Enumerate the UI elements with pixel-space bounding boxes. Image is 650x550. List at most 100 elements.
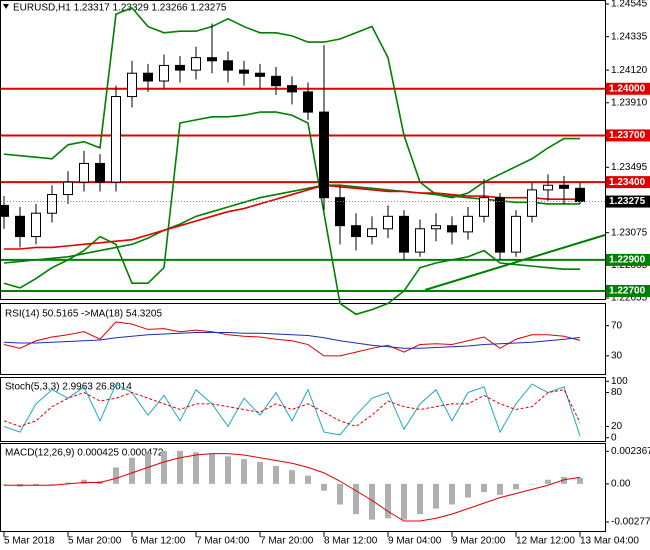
x-tick-label: 7 Mar 04:00 bbox=[196, 536, 250, 547]
histogram-bar bbox=[321, 483, 327, 491]
histogram-bar bbox=[385, 483, 391, 519]
candle-body bbox=[287, 85, 297, 93]
indicator-line bbox=[3, 331, 581, 349]
x-tick-label: 9 Mar 20:00 bbox=[452, 536, 506, 547]
histogram-bar bbox=[33, 483, 39, 486]
y-tick-label: 0.002367 bbox=[611, 446, 650, 457]
candle-body bbox=[575, 187, 585, 203]
histogram-bar bbox=[193, 452, 199, 484]
candle-body bbox=[543, 184, 553, 191]
chart-title: EURUSD,H1 1.23317 1.23329 1.23266 1.2327… bbox=[13, 3, 227, 14]
symbol-icon bbox=[3, 4, 9, 9]
indicator-line bbox=[3, 383, 581, 437]
histogram-bar bbox=[401, 483, 407, 520]
candle-body bbox=[319, 111, 329, 199]
candle-body bbox=[447, 225, 457, 233]
histogram-bar bbox=[49, 483, 55, 485]
candle-body bbox=[47, 194, 57, 214]
level-label: 1.23700 bbox=[609, 130, 646, 141]
rsi-title: RSI(14) 50.5165 ->MA(18) 54.3205 bbox=[5, 309, 162, 320]
level-label: 1.23400 bbox=[609, 177, 646, 188]
indicator-line bbox=[3, 389, 581, 427]
candle-body bbox=[191, 57, 201, 71]
candle-body bbox=[111, 96, 121, 183]
histogram-bar bbox=[161, 450, 167, 484]
macd-panel bbox=[0, 443, 606, 532]
y-tick-label: 0 bbox=[611, 432, 617, 443]
candle-body bbox=[15, 215, 25, 238]
histogram-bar bbox=[177, 450, 183, 484]
x-tick-label: 7 Mar 20:00 bbox=[260, 536, 314, 547]
level-label: 1.24000 bbox=[609, 83, 646, 94]
histogram-bar bbox=[465, 483, 471, 498]
stoch-panel bbox=[0, 377, 606, 442]
candle-body bbox=[367, 228, 377, 238]
price-panel bbox=[0, 0, 606, 300]
histogram-bar bbox=[209, 453, 215, 484]
y-tick-label: 70 bbox=[611, 320, 623, 331]
histogram-bar bbox=[113, 467, 119, 484]
histogram-bar bbox=[449, 483, 455, 505]
candle-body bbox=[415, 228, 425, 253]
histogram-bar bbox=[577, 478, 583, 484]
histogram-bar bbox=[241, 459, 247, 484]
histogram-bar bbox=[337, 483, 343, 505]
candle-body bbox=[463, 215, 473, 233]
candle-body bbox=[255, 72, 265, 77]
candle-body bbox=[431, 225, 441, 230]
y-tick-label: 100 bbox=[611, 376, 628, 387]
y-tick-label: 1.23495 bbox=[611, 162, 648, 173]
candle-body bbox=[335, 197, 345, 227]
x-tick-label: 13 Mar 04:00 bbox=[580, 536, 639, 547]
histogram-bar bbox=[433, 483, 439, 509]
candle-body bbox=[351, 225, 361, 238]
candle-body bbox=[95, 162, 105, 183]
level-label: 1.22900 bbox=[609, 255, 646, 266]
histogram-bar bbox=[545, 479, 551, 484]
histogram-bar bbox=[513, 483, 519, 490]
histogram-bar bbox=[65, 482, 71, 484]
y-tick-label: 1.22655 bbox=[611, 293, 648, 304]
histogram-bar bbox=[1, 483, 7, 485]
histogram-bar bbox=[497, 483, 503, 495]
candle-body bbox=[79, 162, 89, 183]
level-label-box bbox=[606, 285, 650, 297]
histogram-bar bbox=[561, 477, 567, 484]
candle-body bbox=[495, 197, 505, 253]
x-tick-label: 6 Mar 12:00 bbox=[132, 536, 186, 547]
candle-body bbox=[303, 91, 313, 113]
candle-body bbox=[511, 215, 521, 253]
x-tick-label: 9 Mar 04:00 bbox=[388, 536, 442, 547]
histogram-bar bbox=[81, 479, 87, 484]
y-tick-label: 20 bbox=[611, 421, 623, 432]
y-tick-label: 80 bbox=[611, 387, 623, 398]
level-label-box bbox=[606, 82, 650, 95]
last-price-label: 1.23275 bbox=[609, 196, 646, 207]
histogram-bar bbox=[305, 475, 311, 484]
last-price-box bbox=[606, 195, 650, 208]
x-tick-label: 5 Mar 2018 bbox=[4, 536, 55, 547]
stoch-title: Stoch(5,3,3) 2.9963 26.8014 bbox=[5, 382, 132, 393]
x-tick-label: 5 Mar 20:00 bbox=[68, 536, 122, 547]
histogram-bar bbox=[529, 483, 535, 485]
candle-body bbox=[271, 75, 281, 87]
indicator-line bbox=[4, 453, 581, 522]
candle-body bbox=[383, 215, 393, 230]
y-tick-label: 1.24335 bbox=[611, 31, 648, 42]
candle-body bbox=[527, 189, 537, 217]
trend-line bbox=[424, 234, 606, 291]
x-tick-label: 8 Mar 12:00 bbox=[324, 536, 378, 547]
histogram-bar bbox=[145, 453, 151, 484]
x-tick-label: 12 Mar 12:00 bbox=[516, 536, 575, 547]
y-tick-label: 1.24120 bbox=[611, 65, 648, 76]
candle-body bbox=[223, 60, 233, 71]
y-tick-label: 0.00 bbox=[611, 479, 631, 490]
candle-body bbox=[559, 184, 569, 189]
candle-body bbox=[63, 181, 73, 196]
histogram-bar bbox=[369, 483, 375, 520]
y-tick-label: 1.23910 bbox=[611, 97, 648, 108]
candle-body bbox=[239, 69, 249, 74]
y-tick-label: -0.002771 bbox=[611, 517, 650, 528]
level-label-box bbox=[606, 176, 650, 189]
indicator-line bbox=[3, 111, 580, 316]
